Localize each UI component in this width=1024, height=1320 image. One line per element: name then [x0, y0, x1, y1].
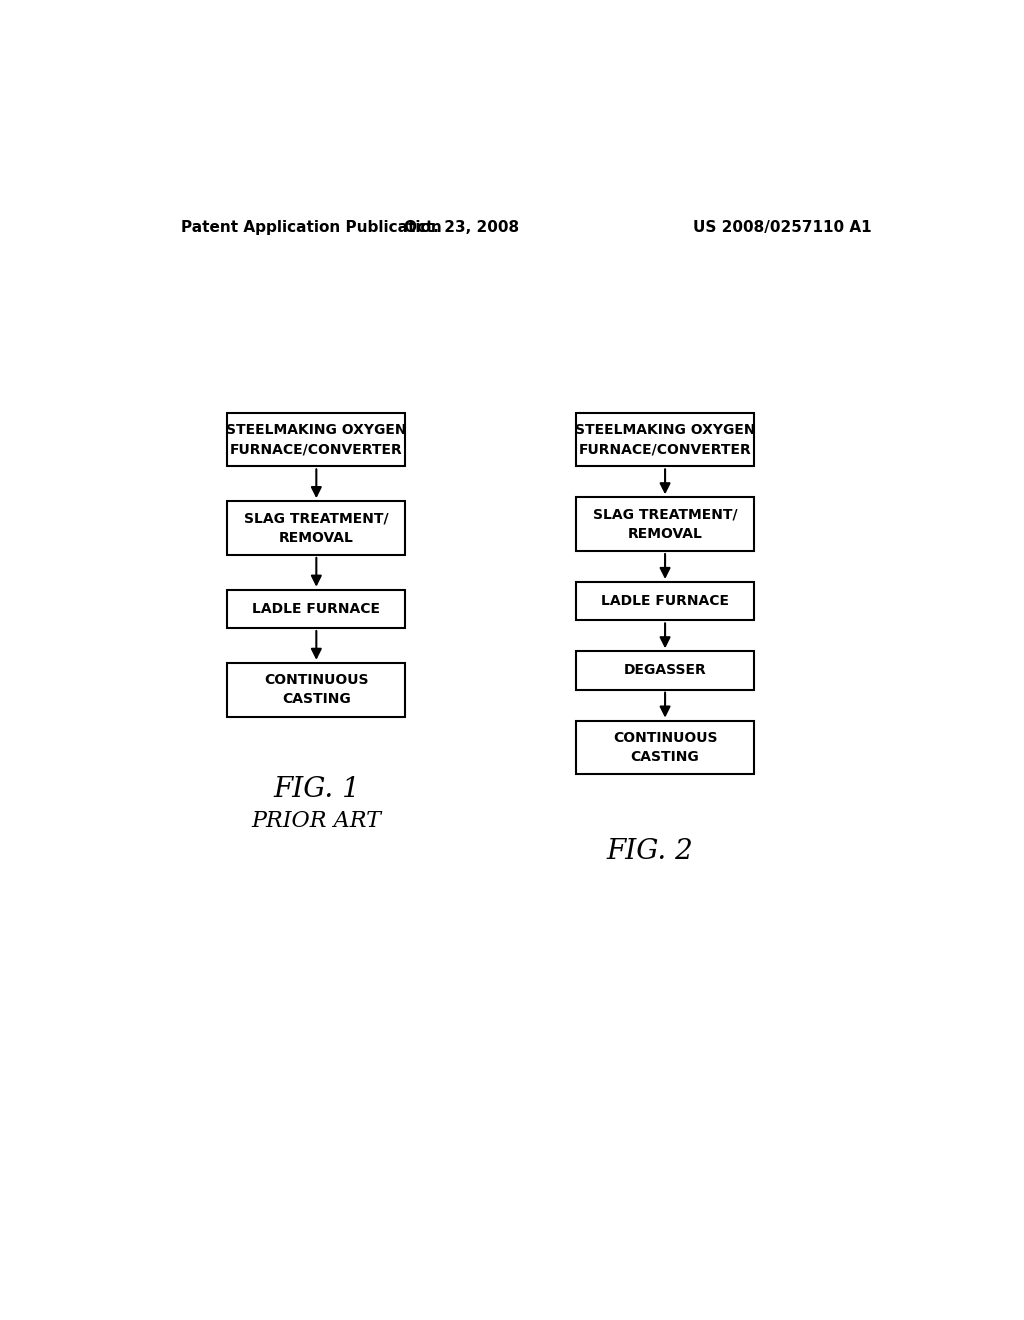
FancyBboxPatch shape	[575, 498, 755, 552]
Text: SLAG TREATMENT/
REMOVAL: SLAG TREATMENT/ REMOVAL	[593, 507, 737, 541]
FancyBboxPatch shape	[575, 721, 755, 775]
FancyBboxPatch shape	[227, 502, 406, 554]
Text: Oct. 23, 2008: Oct. 23, 2008	[403, 220, 519, 235]
FancyBboxPatch shape	[227, 663, 406, 717]
Text: STEELMAKING OXYGEN
FURNACE/CONVERTER: STEELMAKING OXYGEN FURNACE/CONVERTER	[226, 422, 407, 457]
Text: FIG. 2: FIG. 2	[606, 838, 693, 865]
Text: US 2008/0257110 A1: US 2008/0257110 A1	[693, 220, 872, 235]
FancyBboxPatch shape	[227, 412, 406, 466]
Text: Patent Application Publication: Patent Application Publication	[180, 220, 441, 235]
FancyBboxPatch shape	[575, 582, 755, 620]
Text: PRIOR ART: PRIOR ART	[251, 809, 381, 832]
Text: DEGASSER: DEGASSER	[624, 664, 707, 677]
Text: STEELMAKING OXYGEN
FURNACE/CONVERTER: STEELMAKING OXYGEN FURNACE/CONVERTER	[574, 422, 756, 457]
Text: LADLE FURNACE: LADLE FURNACE	[252, 602, 380, 616]
Text: SLAG TREATMENT/
REMOVAL: SLAG TREATMENT/ REMOVAL	[244, 511, 389, 545]
Text: CONTINUOUS
CASTING: CONTINUOUS CASTING	[264, 673, 369, 706]
FancyBboxPatch shape	[575, 651, 755, 689]
FancyBboxPatch shape	[227, 590, 406, 628]
Text: LADLE FURNACE: LADLE FURNACE	[601, 594, 729, 609]
Text: CONTINUOUS
CASTING: CONTINUOUS CASTING	[612, 731, 718, 764]
Text: FIG. 1: FIG. 1	[273, 776, 359, 804]
FancyBboxPatch shape	[575, 412, 755, 466]
